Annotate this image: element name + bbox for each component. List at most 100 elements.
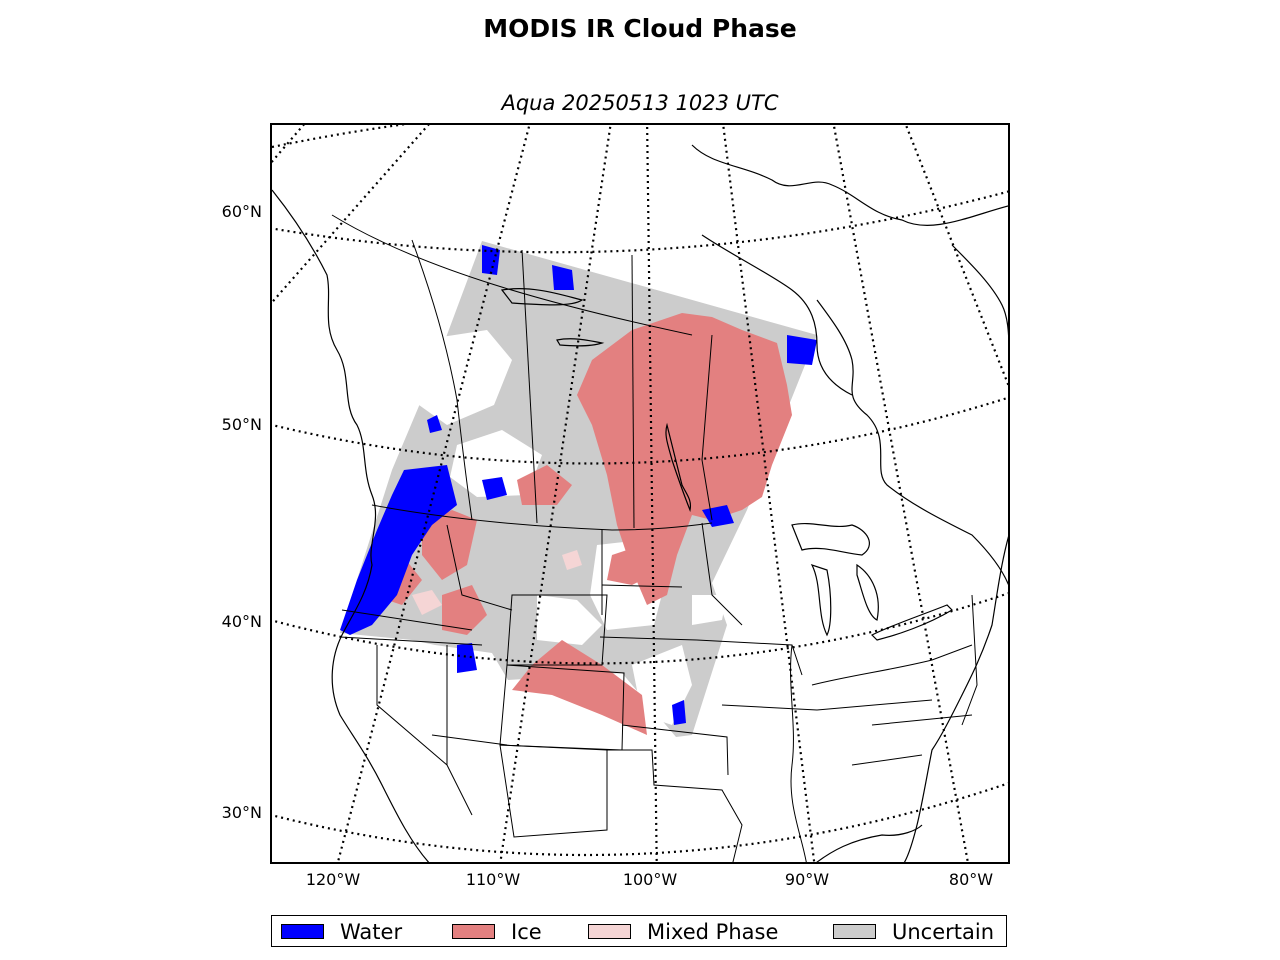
east-states-2 [851,754,923,766]
legend-item-mixed: Mixed Phase [588,916,778,947]
ice-region [422,510,477,580]
legend-item-ice: Ice [452,916,542,947]
gulf-coast [816,824,923,862]
nwt-border [331,214,693,336]
map-frame [270,123,1010,864]
meridian-80w [832,125,969,862]
atlantic-coast [903,536,1008,862]
meridian-70w [904,125,1008,388]
lon-label-110w: 110°W [465,870,521,889]
wa-or-border [341,609,473,631]
nd-sd-border [601,584,683,588]
pacific-coast [272,189,430,862]
arctic-islands [691,144,1008,226]
chart-subtitle: Aqua 20250513 1023 UTC [501,91,779,115]
ice-region [442,585,487,635]
us-canada-border [371,504,713,531]
legend-item-uncertain: Uncertain [833,916,994,947]
ice-region [607,545,652,585]
mn-wi-border [701,522,743,626]
meridian-140w [272,125,305,164]
water-region [482,245,500,275]
lon-label-100w: 100°W [622,870,678,889]
lat-label-60n: 60°N [221,202,262,221]
ok-border [621,724,729,776]
graticule [272,125,1008,862]
meridian-110w [499,125,612,862]
lon-label-80w: 80°W [948,870,994,889]
east-states-1 [871,714,973,726]
legend-swatch-mixed [588,924,631,939]
legend-label-uncertain: Uncertain [892,919,995,944]
meridian-100w [646,125,658,862]
clear-area [537,595,602,645]
borders [331,214,978,862]
ca-nv-border [376,645,473,816]
legend-swatch-water [281,924,324,939]
legend-item-water: Water [281,916,402,947]
meridian-120w [336,125,531,862]
legend-label-mixed: Mixed Phase [647,919,779,944]
water-region [427,415,442,433]
hudson-bay-coast [816,299,1008,586]
lon-label-120w: 120°W [305,870,361,889]
alberta-sask-border [521,249,538,524]
wy-box [506,594,608,666]
parallel-60n [272,190,1008,254]
bc-alberta-border [411,239,473,521]
legend-label-water: Water [340,919,403,944]
great-slave-lake [500,288,584,306]
lon-label-90w: 90°W [784,870,830,889]
map-canvas [272,125,1008,862]
parallel-40n [272,592,1008,665]
water-region [787,335,817,365]
tn-ky-border [816,699,933,711]
ice-region [512,640,647,735]
mixed-region [562,550,582,570]
id-mt-border [446,524,513,611]
great-lakes-michigan [810,563,832,637]
appalachia [961,594,978,726]
labrador-coast [951,244,1008,336]
sask-manitoba-border [631,254,635,529]
mo-ar-border [721,704,818,711]
ice-region [577,313,792,605]
ms-river [790,644,807,862]
water-region [672,700,686,725]
clear-area [412,330,512,425]
chart-title: MODIS IR Cloud Phase [483,14,797,43]
ohio-river [811,644,973,686]
athabasca-lake [556,338,605,347]
mixed-region [412,590,442,615]
legend: Water Ice Mixed Phase Uncertain [271,915,1007,947]
cloud-swath [340,241,817,737]
coastlines [272,144,1008,862]
clear-area [692,595,727,625]
legend-swatch-ice [452,924,495,939]
manitoba-ontario-border [701,334,713,521]
lat-label-30n: 30°N [221,803,262,822]
legend-swatch-uncertain [833,924,876,939]
lake-winnipeg [665,422,692,513]
water-region [457,643,477,673]
great-lakes-erie [870,604,953,641]
hudson-bay-west [701,234,853,396]
nm-box [499,744,608,838]
meridian-130w [272,125,430,304]
water-region [552,265,574,290]
az-ut-border [431,734,508,746]
legend-label-ice: Ice [511,919,542,944]
ne-ks-border [599,636,698,641]
water-region [482,477,507,500]
great-lakes-huron [856,563,879,621]
tx-border [607,749,743,862]
lat-label-50n: 50°N [221,415,262,434]
lat-label-40n: 40°N [221,612,262,631]
great-lakes-superior [791,522,870,556]
ice-region [517,465,572,505]
water-region [340,465,457,635]
parallel-30n [272,782,1008,857]
parallel-50n [272,396,1008,465]
or-ca-border [339,636,483,646]
parallel-70n [272,125,408,149]
